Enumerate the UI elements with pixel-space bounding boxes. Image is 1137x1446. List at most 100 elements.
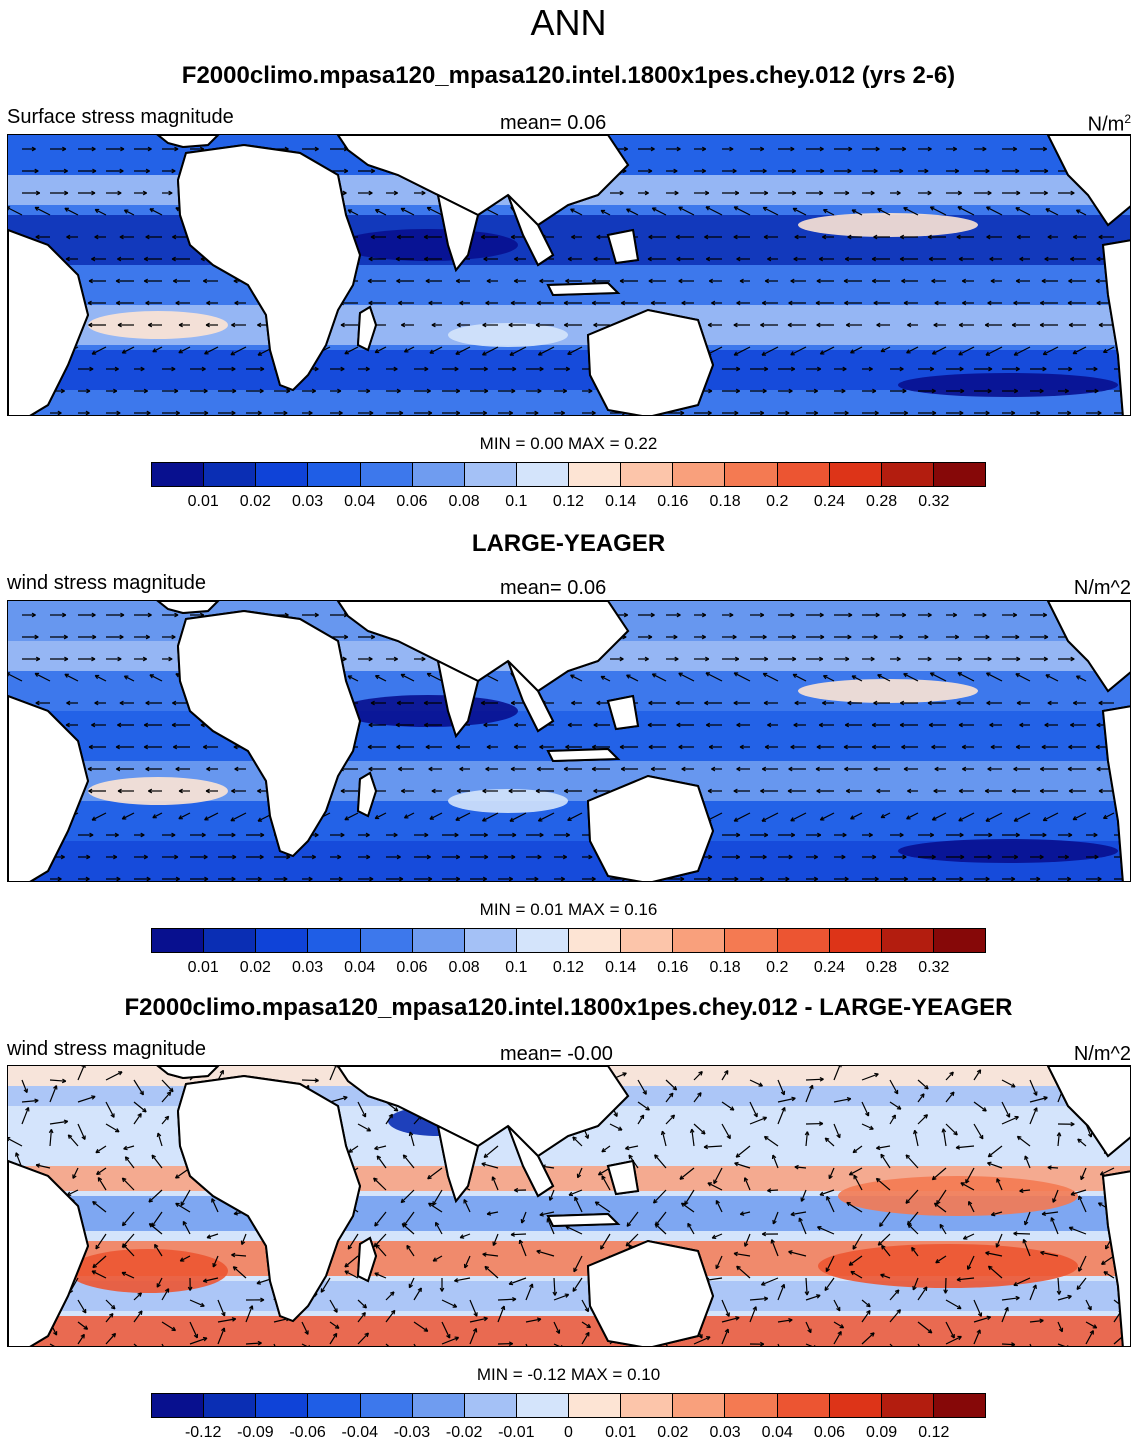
colorbar-tick-label: 0.01 [605,1424,637,1441]
panel-2-units: N/m^2 [1073,577,1131,599]
colorbar-tick-label: 0.18 [709,493,741,510]
colorbar-segment [256,929,309,952]
panel-1-title: F2000climo.mpasa120_mpasa120.intel.1800x… [181,62,956,89]
colorbar-tick-label: 0.06 [813,1424,846,1441]
colorbar-tick-label: 0.09 [866,1424,898,1441]
colorbar-segment [204,929,257,952]
colorbar-segment [152,463,205,486]
colorbar-segment [204,463,257,486]
colorbar-segment [360,463,413,486]
colorbar-tick-label: 0.16 [657,959,689,976]
panel-3-colorbar [151,1393,986,1418]
colorbar-segment [673,929,726,952]
panel-1-minmax: MIN = 0.00 MAX = 0.22 [479,434,658,453]
colorbar-segment [621,1394,674,1417]
colorbar-tick-label: 0.02 [657,1424,689,1441]
panel-1-mean: mean= 0.06 [500,112,607,134]
colorbar-tick-label: 0.08 [448,493,480,510]
colorbar-tick-label: 0.2 [766,959,789,976]
colorbar-segment [412,463,465,486]
colorbar-segment [933,1394,985,1417]
colorbar-tick-label: 0.28 [866,959,898,976]
colorbar-segment [516,929,569,952]
colorbar-segment [308,929,361,952]
panel-3-map [7,1065,1131,1347]
panel-3-title: F2000climo.mpasa120_mpasa120.intel.1800x… [124,994,1013,1021]
panel-1-map-svg [8,135,1130,415]
colorbar-tick-label: 0.14 [605,493,637,510]
colorbar-tick-label: -0.02 [445,1424,483,1441]
panel-2-minmax: MIN = 0.01 MAX = 0.16 [479,900,658,919]
panel-3-units: N/m^2 [1073,1043,1131,1065]
colorbar-tick-label: 0.04 [344,959,376,976]
colorbar-segment [308,1394,361,1417]
colorbar-tick-label: 0.06 [396,959,428,976]
colorbar-segment [569,929,622,952]
colorbar-segment [881,463,934,486]
colorbar-segment [777,929,830,952]
colorbar-segment [516,1394,569,1417]
colorbar-segment [829,1394,882,1417]
panel-1-colorbar-ticks: 0.01 0.02 0.03 0.04 0.06 0.08 0.1 0.12 0.14 0.16 0… [151,493,986,513]
colorbar-segment [829,463,882,486]
colorbar-tick-label: 0.2 [766,493,789,510]
colorbar-tick-label: 0.03 [291,959,324,976]
panel-3-left-label: wind stress magnitude [7,1038,206,1060]
colorbar-tick-label: 0.14 [605,959,637,976]
colorbar-segment [308,463,361,486]
colorbar-segment [829,929,882,952]
colorbar-segment [464,1394,517,1417]
panel-2-title: LARGE-YEAGER [471,530,666,557]
colorbar-segment [569,1394,622,1417]
colorbar-tick-label: 0.02 [239,493,271,510]
colorbar-tick-label: -0.03 [393,1424,431,1441]
colorbar-tick-label: 0.06 [396,493,428,510]
colorbar-segment [673,1394,726,1417]
colorbar-segment [256,1394,309,1417]
colorbar-segment [412,1394,465,1417]
colorbar-segment [933,463,985,486]
colorbar-segment [360,929,413,952]
panel-2-mean: mean= 0.06 [500,577,607,599]
colorbar-tick-label: 0.12 [552,959,585,976]
colorbar-segment [204,1394,257,1417]
colorbar-segment [673,463,726,486]
colorbar-tick-label: 0 [564,1424,573,1441]
colorbar-tick-label: 0.08 [448,959,480,976]
colorbar-segment [777,1394,830,1417]
colorbar-tick-label: -0.06 [289,1424,326,1441]
panel-1-map [7,134,1131,416]
colorbar-segment [569,463,622,486]
colorbar-tick-label: 0.12 [552,493,585,510]
colorbar-tick-label: 0.03 [291,493,324,510]
panel-3-minmax: MIN = -0.12 MAX = 0.10 [476,1365,661,1384]
colorbar-tick-label: 0.04 [344,493,376,510]
colorbar-tick-label: 0.32 [918,959,950,976]
colorbar-segment [725,929,778,952]
colorbar-tick-label: 0.1 [505,493,528,510]
colorbar-tick-label: -0.09 [237,1424,274,1441]
colorbar-tick-label: -0.04 [341,1424,378,1441]
colorbar-segment [152,1394,205,1417]
panel-2-left-label: wind stress magnitude [7,572,206,594]
colorbar-segment [412,929,465,952]
figure-title: ANN [530,2,607,43]
colorbar-segment [933,929,985,952]
colorbar-segment [725,1394,778,1417]
colorbar-segment [256,463,309,486]
colorbar-segment [725,463,778,486]
panel-2-map [7,600,1131,882]
colorbar-tick-label: 0.01 [187,493,219,510]
panel-3-map-svg [8,1066,1130,1346]
colorbar-segment [621,463,674,486]
panel-1-units: N/m2 [1087,112,1131,136]
colorbar-segment [777,463,830,486]
colorbar-segment [881,929,934,952]
colorbar-segment [464,463,517,486]
panel-1-left-label: Surface stress magnitude [7,106,234,128]
colorbar-tick-label: 0.12 [918,1424,950,1441]
colorbar-tick-label: 0.03 [709,1424,741,1441]
colorbar-tick-label: 0.18 [709,959,741,976]
colorbar-tick-label: 0.16 [657,493,689,510]
colorbar-tick-label: 0.01 [187,959,219,976]
